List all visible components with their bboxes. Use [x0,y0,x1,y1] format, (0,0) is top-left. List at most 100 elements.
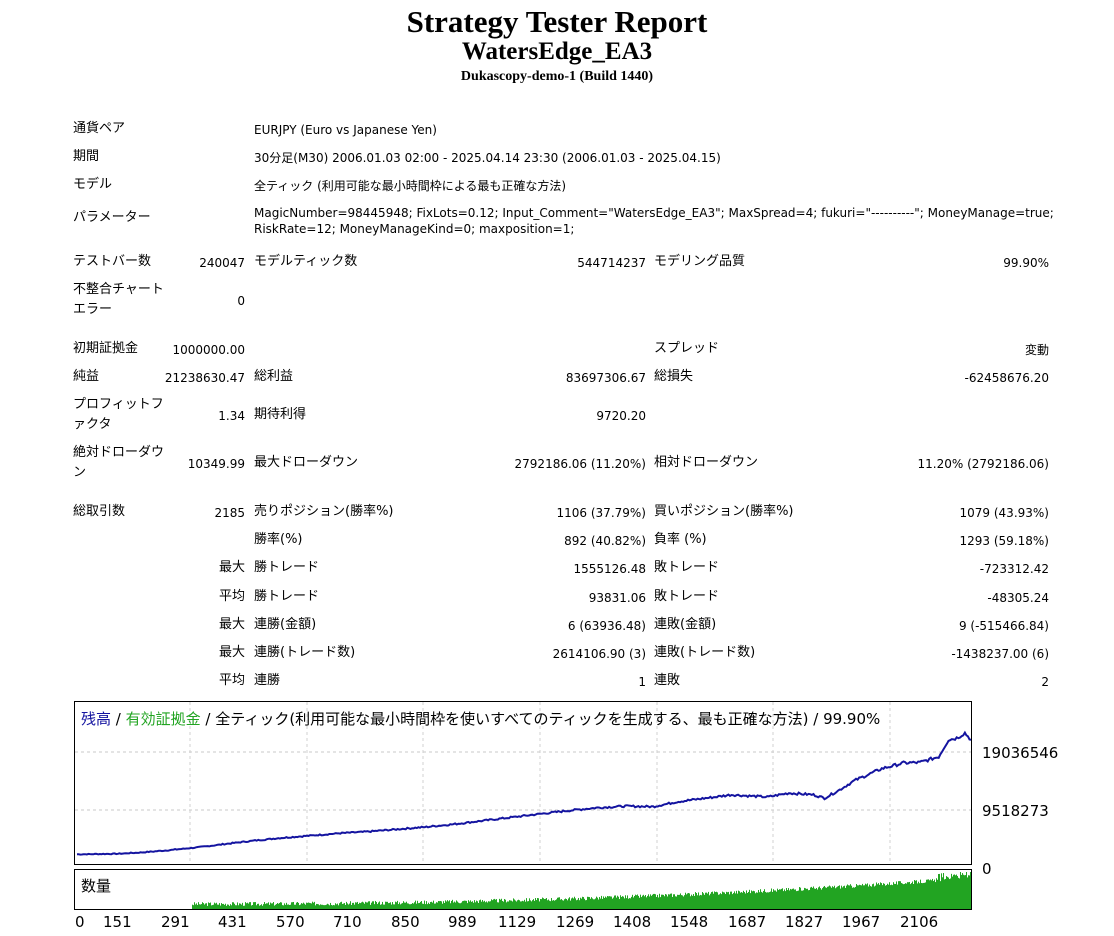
volume-bar [448,901,449,909]
volume-bar [714,891,715,909]
rel-drawdown-label: 相対ドローダウン [654,455,759,470]
volume-bar [602,898,603,909]
volume-bar [898,881,899,909]
volume-bar [360,903,361,909]
x-tick-label: 710 [333,913,362,931]
volume-bar [274,905,275,909]
volume-bar [775,890,776,909]
volume-bar [239,903,240,909]
volume-bar [717,892,718,909]
volume-bar [750,893,751,909]
volume-bar [769,892,770,909]
volume-bar [703,893,704,909]
volume-bar [376,902,377,909]
volume-bar [479,900,480,909]
volume-bar [284,903,285,909]
volume-bar [944,879,945,909]
volume-bar [411,903,412,909]
volume-bar [371,902,372,909]
volume-bar [318,904,319,909]
volume-bar [629,898,630,909]
volume-bar [822,888,823,909]
volume-bar [381,904,382,909]
model-value: 全ティック (利用可能な最小時間枠による最も正確な方法) [254,179,567,193]
spread-label: スプレッド [654,341,720,356]
expected-payoff-value: 9720.20 [596,409,646,423]
volume-bar [497,902,498,909]
volume-bar [710,893,711,909]
volume-bar [608,896,609,909]
volume-bar [520,901,521,909]
volume-bar [723,892,724,909]
volume-bar [691,894,692,909]
volume-bar [501,898,502,909]
volume-bar [204,904,205,909]
volume-bar [687,893,688,909]
volume-bar [804,887,805,909]
x-tick-label: 850 [391,913,420,931]
volume-bar [902,883,903,909]
volume-bar [540,899,541,909]
volume-bar [392,902,393,909]
volume-bar [478,903,479,909]
volume-bar [216,902,217,909]
volume-bar [733,893,734,909]
volume-bar [302,903,303,909]
gross-loss-value: -62458676.20 [964,371,1050,385]
volume-bar [370,904,371,909]
volume-bar [839,885,840,909]
consec-loss-cnt-value: -1438237.00 (6) [951,647,1049,661]
volume-bar [830,886,831,909]
volume-bar [594,899,595,909]
volume-bar [838,885,839,909]
volume-bar [841,885,842,909]
volume-bar [817,889,818,909]
y-tick-label: 19036546 [982,744,1059,762]
average-win-label: 勝トレード [254,589,320,604]
volume-bar [397,900,398,909]
volume-bar [440,900,441,909]
abs-drawdown-label-1: 絶対ドローダウ [73,445,165,460]
volume-bar [712,891,713,909]
volume-bar [206,903,207,909]
net-profit-label: 純益 [73,369,100,384]
volume-bar [745,893,746,909]
volume-bar [477,901,478,909]
volume-bar [887,883,888,909]
volume-bar [415,900,416,909]
volume-bar [628,898,629,909]
total-trades-value: 2185 [214,506,245,520]
avg-consec-win-value: 1 [638,675,646,689]
volume-bar [192,904,193,909]
volume-bar [970,872,971,909]
volume-bar [637,894,638,909]
volume-bar [774,890,775,909]
volume-bar [880,882,881,909]
volume-bar [403,901,404,909]
volume-bar [722,891,723,909]
volume-bar [777,888,778,909]
volume-bar [921,882,922,909]
volume-bar [869,884,870,909]
volume-bar [968,875,969,909]
volume-bar [418,903,419,909]
volume-bar [932,878,933,909]
volume-bar [387,901,388,909]
volume-bar [754,891,755,909]
volume-bar [269,904,270,909]
volume-bar [372,901,373,909]
x-tick-label: 151 [103,913,132,931]
volume-bar [526,898,527,909]
volume-bar [484,900,485,909]
volume-bar [639,897,640,909]
volume-bar [783,891,784,909]
volume-bar [557,897,558,909]
volume-bar [429,903,430,909]
legend-equity: 有効証拠金 [125,710,201,728]
volume-bar [919,883,920,909]
volume-bar [588,896,589,909]
volume-bar [451,900,452,909]
volume-bar [314,901,315,909]
volume-bar [368,901,369,909]
volume-bar [877,884,878,909]
